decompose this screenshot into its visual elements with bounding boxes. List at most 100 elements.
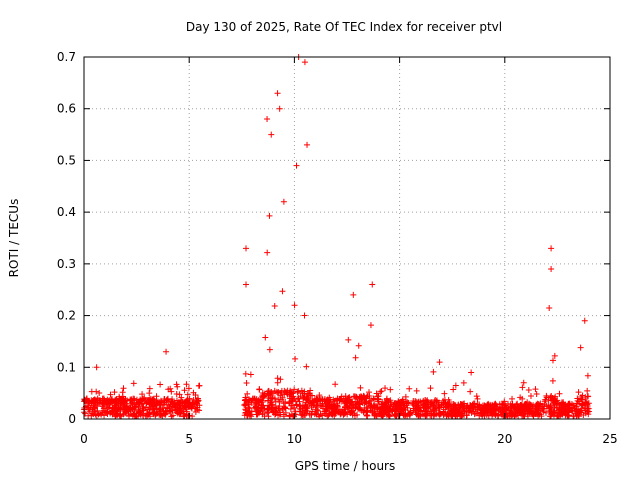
data-point [128,396,135,403]
data-point [547,394,554,401]
data-point [244,412,251,419]
data-point [184,391,191,398]
data-point [108,395,115,402]
data-point [289,393,296,400]
data-point [157,381,164,388]
data-point [412,398,419,405]
data-point [266,402,273,409]
data-point [413,398,420,405]
data-point [301,59,308,66]
data-point [377,388,384,395]
data-point [508,408,515,415]
x-tick-label: 0 [80,432,88,446]
x-tick-label: 15 [392,432,407,446]
data-point [406,411,413,418]
y-tick-label: 0.2 [57,309,76,323]
data-point [124,397,131,404]
data-point [271,302,278,309]
data-point [150,410,157,417]
data-point [289,402,296,409]
data-point [345,336,352,343]
data-point [249,396,256,403]
data-point [279,288,286,295]
data-point [268,131,275,138]
data-point [177,397,184,404]
data-point [149,396,156,403]
data-point [397,399,404,406]
data-point [115,404,122,411]
data-point [280,411,287,418]
data-point [181,387,188,394]
data-point [281,391,288,398]
data-point [181,399,188,406]
data-point [142,412,149,419]
data-point [146,401,153,408]
data-point [427,400,434,407]
data-point [264,409,271,416]
data-point [573,413,580,420]
data-point [413,387,420,394]
data-point [288,411,295,418]
data-point [323,400,330,407]
data-point [461,408,468,415]
data-point [452,382,459,389]
data-point [168,413,175,420]
data-point [109,405,116,412]
data-point [453,407,460,414]
data-point [153,401,160,408]
data-point [449,405,456,412]
data-point [104,410,111,417]
data-point [248,413,255,420]
data-point [521,404,528,411]
data-point [548,245,555,252]
data-point [441,390,448,397]
data-point [290,412,297,419]
data-point [248,408,255,415]
data-point [382,402,389,409]
data-point [82,410,89,417]
data-point [387,403,394,410]
data-point [584,407,591,414]
data-point [345,404,352,411]
y-tick-label: 0.7 [57,50,76,64]
data-point [151,406,158,413]
data-point [192,409,199,416]
data-point [131,397,138,404]
data-point [332,407,339,414]
data-point [357,393,364,400]
data-point [243,407,250,414]
data-points [81,54,592,420]
data-point [557,411,564,418]
data-point [272,405,279,412]
data-point [330,402,337,409]
data-point [399,396,406,403]
data-point [378,388,385,395]
data-point [106,401,113,408]
data-point [502,412,509,419]
data-point [190,396,197,403]
data-point [305,390,312,397]
data-point [267,390,274,397]
data-point [436,359,443,366]
data-point [333,408,340,415]
data-point [304,141,311,148]
data-point [517,401,524,408]
data-point [243,380,250,387]
data-point [317,402,324,409]
data-point [142,396,149,403]
data-point [523,400,530,407]
data-point [432,405,439,412]
data-point [176,391,183,398]
data-point [292,355,299,362]
data-point [153,393,160,400]
data-point [272,408,279,415]
data-point [447,411,454,418]
data-point [93,364,100,371]
data-point [186,395,193,402]
data-point [163,407,170,414]
data-point [311,399,318,406]
data-point [279,394,286,401]
data-point [140,405,147,412]
y-axis-title: ROTI / TECUs [7,199,21,278]
data-point [180,410,187,417]
